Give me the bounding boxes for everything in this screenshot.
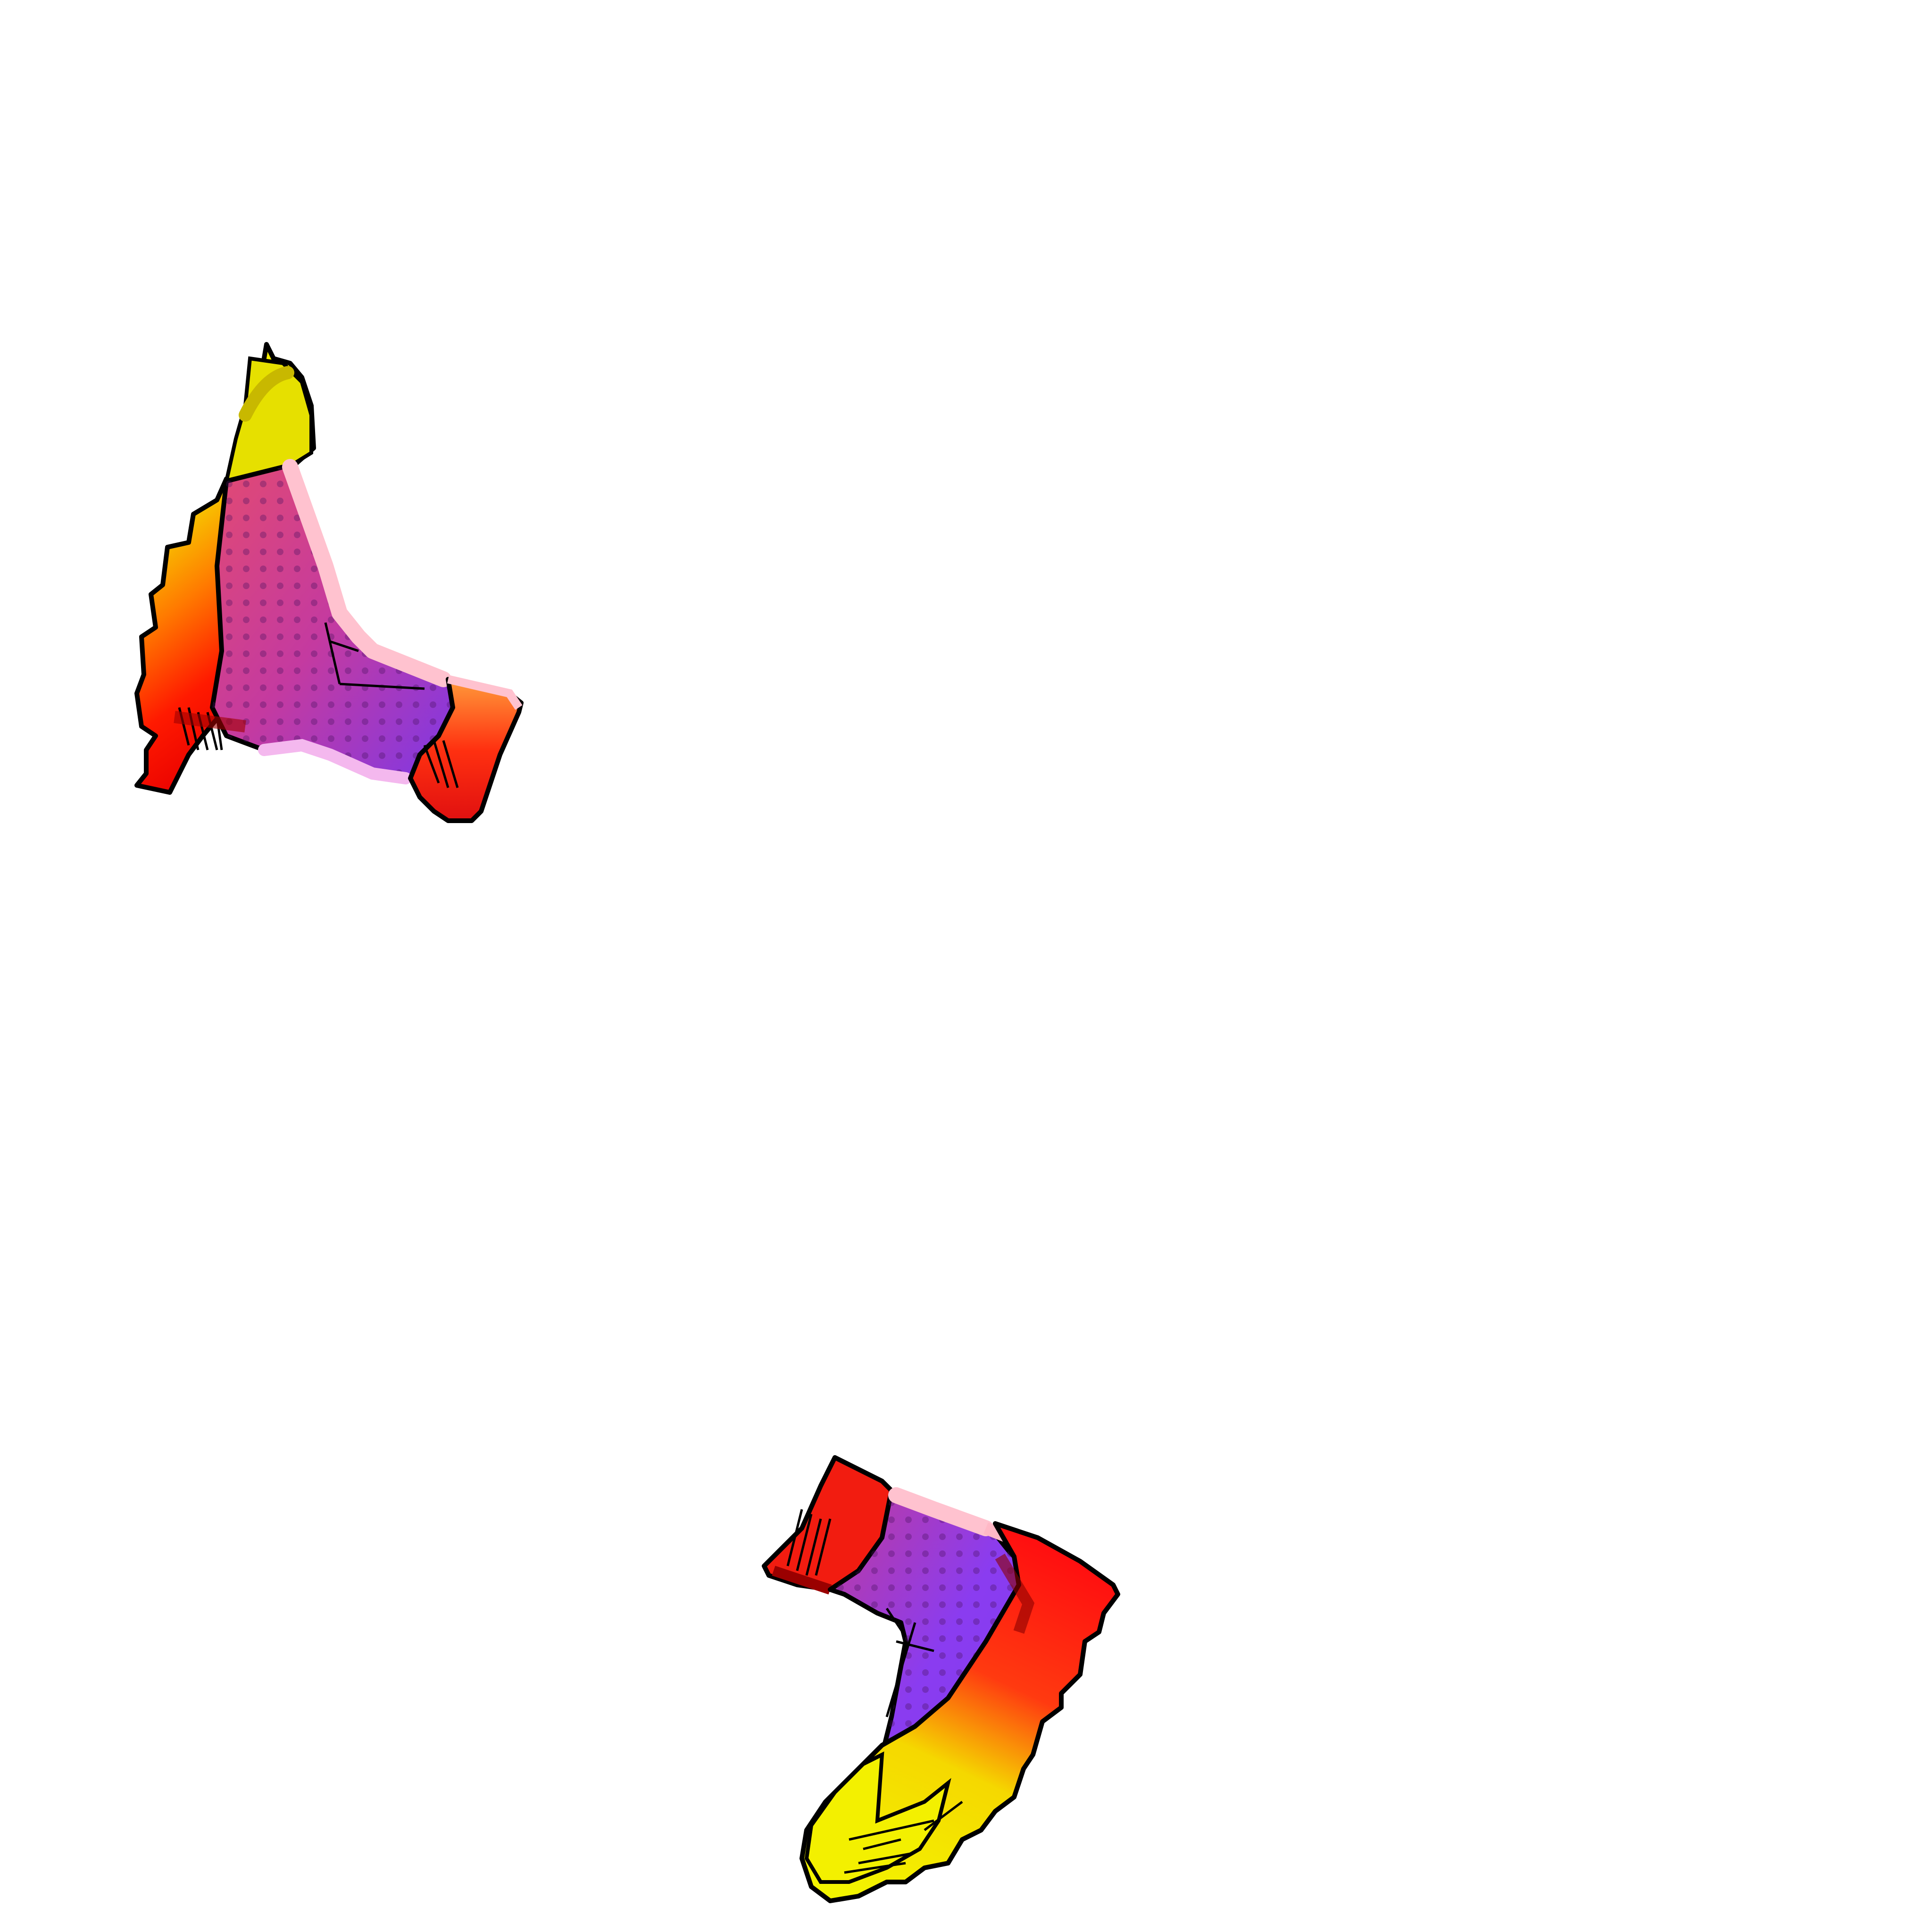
boot-right-toecap [804, 1751, 951, 1884]
boot-left [134, 342, 524, 823]
boot-right-sole [799, 1521, 1120, 1903]
boot-right [762, 1455, 1120, 1903]
boot-right-hatching [786, 1509, 963, 1874]
